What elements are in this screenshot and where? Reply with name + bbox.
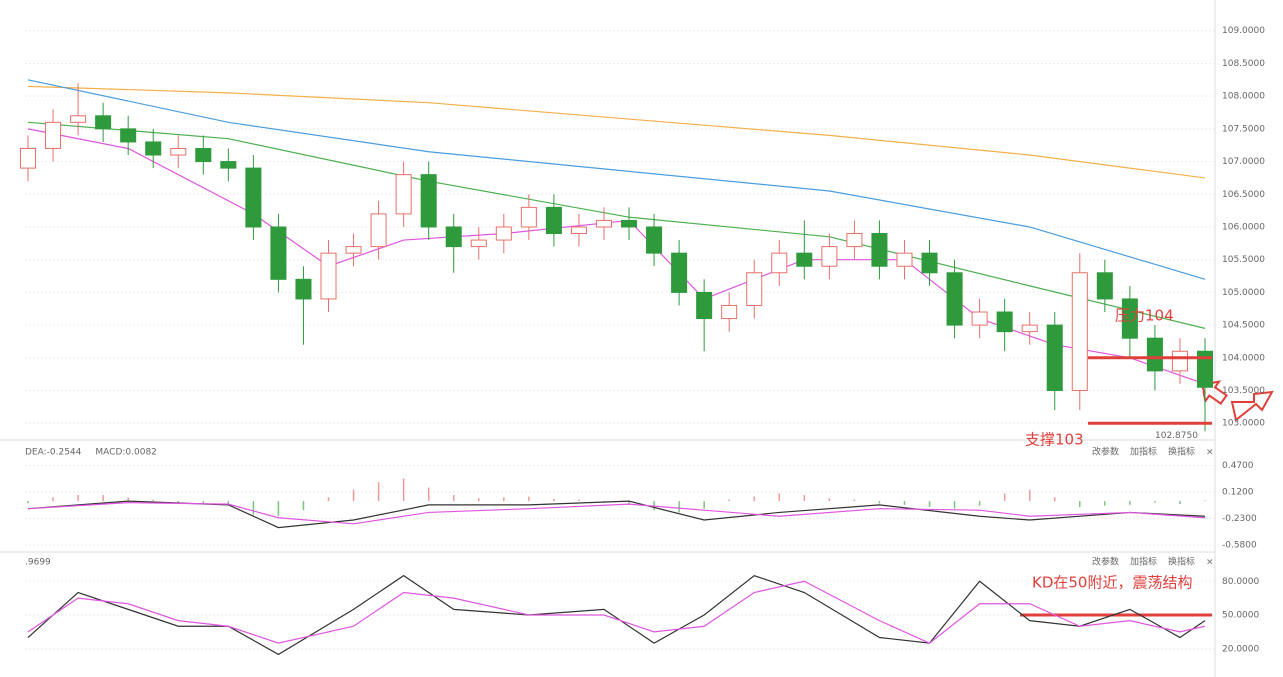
candle-body (445, 226, 462, 248)
candle-body (1071, 272, 1088, 392)
arrow-icon (1201, 380, 1228, 405)
candle-body (771, 252, 788, 274)
candle-body (1196, 350, 1214, 388)
candle-body (595, 219, 612, 228)
y-tick-label: 106.5000 (1222, 190, 1265, 200)
annotation: 支撑103 (1025, 431, 1084, 449)
candle-body (395, 174, 412, 215)
button[interactable]: 改参数 (1092, 446, 1119, 458)
candle-body (95, 115, 112, 130)
arrow-icon (1230, 390, 1274, 422)
button[interactable]: 换指标 (1168, 556, 1195, 568)
indicator-value: DEA:-0.2544 (25, 448, 82, 458)
y-tick-label: -0.2300 (1222, 514, 1257, 524)
y-tick-label: 104.0000 (1222, 353, 1265, 363)
y-tick-label: 50.0000 (1222, 611, 1259, 621)
candle-body (821, 246, 838, 267)
y-tick-label: 20.0000 (1222, 644, 1259, 654)
button[interactable]: 加指标 (1130, 556, 1157, 568)
candle-body (1171, 350, 1188, 372)
indicator-line (27, 128, 1206, 385)
y-tick-label: 107.5000 (1222, 124, 1265, 134)
candle-body (846, 233, 863, 248)
candle-body (696, 291, 713, 320)
candle-body (1046, 324, 1063, 392)
candle-body (570, 226, 587, 235)
button[interactable]: 换指标 (1168, 446, 1195, 458)
candle-body (70, 115, 87, 123)
button[interactable]: 改参数 (1092, 556, 1119, 568)
y-tick-label: 105.5000 (1222, 255, 1265, 265)
y-tick-label: -0.5800 (1222, 540, 1257, 550)
candle-body (220, 161, 237, 169)
candle-body (170, 147, 187, 156)
candle-body (971, 311, 988, 326)
candle-body (746, 272, 763, 306)
candle-body (896, 252, 913, 267)
candle-body (345, 246, 362, 254)
candle-body (420, 174, 437, 228)
candle-body (996, 311, 1013, 333)
annotation: 压力104 (1115, 307, 1174, 325)
low-label: 102.8750 (1155, 431, 1198, 441)
indicator-line (27, 79, 1206, 280)
candle-body (621, 219, 638, 228)
y-tick-label: 106.0000 (1222, 222, 1265, 232)
candle-body (145, 141, 162, 156)
y-tick-label: 104.5000 (1222, 321, 1265, 331)
candle-body (796, 252, 813, 267)
candle-body (520, 206, 537, 228)
candle-body (320, 252, 337, 300)
button[interactable]: 加指标 (1130, 446, 1157, 458)
candle-body (370, 213, 387, 248)
indicator-line (27, 574, 1206, 656)
candle-body (45, 121, 62, 149)
y-tick-label: 108.5000 (1222, 59, 1265, 69)
candle-body (921, 252, 938, 274)
candle-body (871, 233, 888, 267)
candle-body (1146, 337, 1163, 372)
button[interactable]: × (1206, 558, 1214, 568)
candle-body (19, 147, 37, 169)
indicator-value: .9699 (25, 558, 51, 568)
y-tick-label: 103.0000 (1222, 419, 1265, 429)
y-tick-label: 0.1200 (1222, 488, 1254, 498)
y-tick-label: 0.4700 (1222, 461, 1254, 471)
candle-body (946, 272, 963, 326)
indicator-line (27, 500, 1206, 529)
candle-body (1021, 324, 1038, 333)
y-tick-label: 109.0000 (1222, 26, 1265, 36)
candle-body (470, 239, 487, 248)
candle-body (495, 226, 512, 241)
y-tick-label: 103.5000 (1222, 386, 1265, 396)
candle-body (245, 167, 262, 228)
candle-body (270, 226, 287, 280)
candle-body (721, 304, 738, 320)
annotation: KD在50附近，震荡结构 (1032, 574, 1192, 592)
candle-body (295, 278, 312, 300)
y-tick-label: 105.0000 (1222, 288, 1265, 298)
candle-body (195, 147, 212, 163)
candle-body (1096, 272, 1113, 300)
button[interactable]: × (1206, 448, 1214, 458)
indicator-line (27, 580, 1206, 644)
candle-body (671, 252, 688, 293)
y-tick-label: 107.0000 (1222, 157, 1265, 167)
candle-body (646, 226, 663, 254)
y-tick-label: 108.0000 (1222, 92, 1265, 102)
indicator-line (27, 502, 1206, 525)
indicator-value: MACD:0.0082 (95, 448, 157, 458)
y-tick-label: 80.0000 (1222, 577, 1259, 587)
candle-body (1121, 298, 1138, 339)
candle-body (120, 128, 137, 143)
candle-body (545, 206, 562, 235)
indicator-line (27, 85, 1206, 179)
